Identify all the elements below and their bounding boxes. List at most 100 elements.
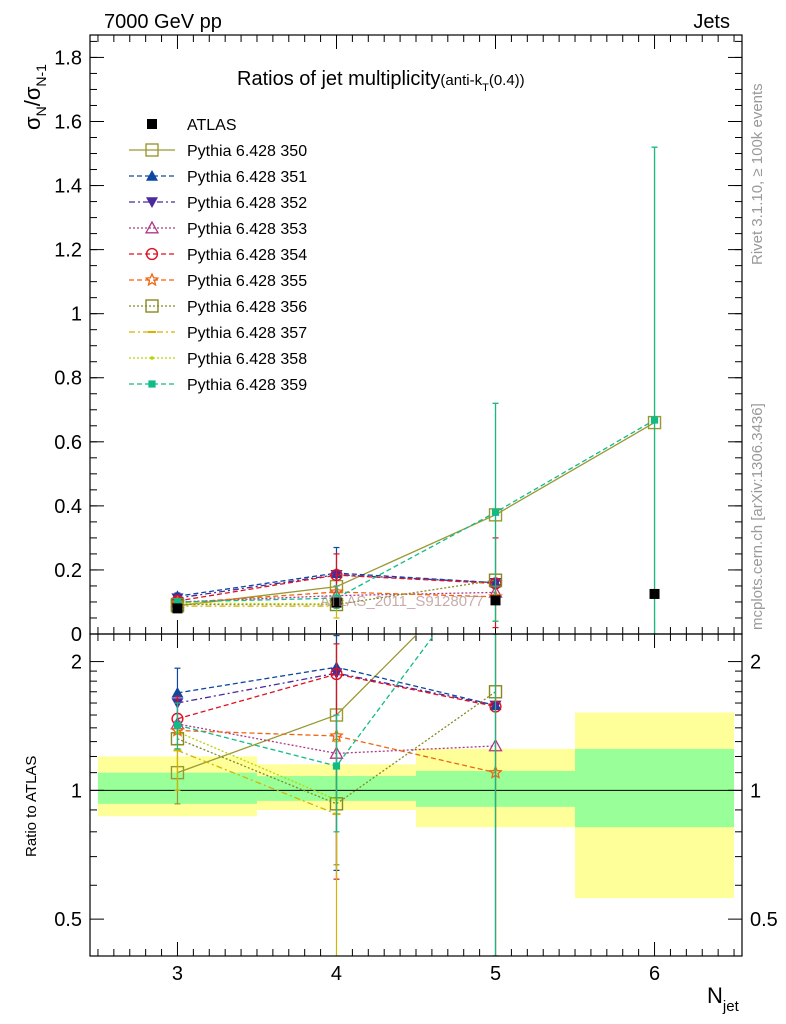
- main-series-line: [177, 602, 337, 605]
- ratio-series-line: [177, 749, 337, 815]
- legend-label: ATLAS: [187, 117, 237, 134]
- ratio-series-9: [173, 634, 499, 956]
- main-y-tick-label: 0.8: [54, 368, 82, 390]
- main-data-point: [650, 416, 659, 424]
- legend-marker: [144, 220, 160, 234]
- legend-marker: [145, 299, 159, 313]
- legend-marker: [145, 143, 159, 157]
- legend-item: Pythia 6.428 351: [129, 169, 307, 186]
- ratio-series-line: [177, 672, 496, 707]
- main-y-tick-label: 1.8: [54, 47, 82, 69]
- mcplots-label: mcplots.cern.ch [arXiv:1306.3436]: [749, 403, 766, 630]
- legend-label: Pythia 6.428 358: [187, 351, 307, 368]
- legend-marker: [145, 247, 159, 261]
- main-series-line: [177, 574, 496, 602]
- ratio-y-tick-label-right: 0.5: [750, 909, 778, 931]
- main-y-tick-label: 1.4: [54, 176, 82, 198]
- atlas-data-point: [649, 588, 660, 599]
- legend-label: Pythia 6.428 357: [187, 325, 307, 342]
- x-tick-label: 5: [490, 963, 501, 985]
- ratio-y-tick-label-right: 1: [750, 780, 761, 802]
- ratio-error-bar: [333, 714, 340, 833]
- legend-item: Pythia 6.428 355: [129, 272, 307, 290]
- ylabel-sigma: σ: [20, 116, 45, 130]
- chart-title-end: (0.4)): [489, 72, 525, 89]
- legend-marker: [147, 119, 157, 129]
- legend-marker: [146, 170, 158, 181]
- atlas-series: [172, 588, 660, 614]
- legend-label: Pythia 6.428 350: [187, 143, 307, 160]
- main-data-point: [491, 508, 500, 516]
- legend: ATLAS Pythia 6.428 350 Pythia 6.428 351 Pyt…: [129, 117, 307, 394]
- ratio-series-line: [177, 731, 337, 801]
- legend-item: Pythia 6.428 352: [129, 195, 307, 212]
- analysis-watermark: ATLAS_2011_S9128077: [320, 593, 484, 610]
- ratio-series-line: [177, 691, 496, 805]
- ratio-y-tick-label-right: 2: [750, 652, 761, 674]
- ratio-y-tick-label: 0.5: [54, 909, 82, 931]
- header-right-label: Jets: [693, 11, 730, 33]
- legend-marker: [150, 356, 154, 360]
- legend-label: Pythia 6.428 355: [187, 273, 307, 290]
- main-series-line: [177, 591, 496, 603]
- main-error-bar: [651, 146, 658, 634]
- main-y-tick-label: 1.6: [54, 111, 82, 133]
- ratio-series-line: [177, 729, 496, 774]
- ratio-error-bar: [492, 634, 499, 956]
- main-y-tick-label: 1.2: [54, 240, 82, 262]
- main-series-line: [177, 419, 655, 603]
- rivet-version-label: Rivet 3.1.10, ≥ 100k events: [749, 83, 766, 265]
- ratio-data-point: [171, 686, 184, 698]
- chart-title-main: Ratios of jet multiplicity: [237, 68, 440, 90]
- legend-label: Pythia 6.428 354: [187, 247, 307, 264]
- axis-labels: 0 0.2 0.4 0.6 0.8 1 1.2 1.4 1.6 1.8 0.5 0.5 1 1 2 2 3 4 5 6: [54, 47, 778, 985]
- ylabel-sub-n1: N-1: [33, 64, 49, 87]
- legend-label: Pythia 6.428 359: [187, 377, 307, 394]
- uncertainty-bands: [90, 712, 742, 899]
- legend-label: Pythia 6.428 352: [187, 195, 307, 212]
- ratio-y-tick-label: 1: [71, 780, 82, 802]
- main-series-line: [177, 579, 496, 606]
- atlas-data-point: [172, 603, 183, 614]
- inner-band-bin: [575, 748, 735, 828]
- xlabel-n: N: [707, 983, 723, 1008]
- main-series-line: [177, 422, 655, 607]
- ratio-data-point: [332, 762, 341, 770]
- legend-item: Pythia 6.428 357: [129, 325, 307, 342]
- xlabel-sub-jet: jet: [722, 998, 740, 1015]
- main-data-point: [173, 598, 182, 606]
- main-y-tick-label: 0: [71, 624, 82, 646]
- legend-item: Pythia 6.428 356: [129, 299, 307, 316]
- legend-item: Pythia 6.428 358: [129, 351, 307, 368]
- chart-title-suffix: (anti-k: [440, 72, 482, 89]
- ylabel-slash-sigma: /σ: [20, 86, 45, 106]
- legend-label: Pythia 6.428 356: [187, 299, 307, 316]
- legend-label: Pythia 6.428 351: [187, 169, 307, 186]
- chart-title: Ratios of jet multiplicity(anti-kT(0.4)): [237, 68, 525, 94]
- main-y-tick-label: 0.6: [54, 432, 82, 454]
- legend-label: Pythia 6.428 353: [187, 221, 307, 238]
- main-y-tick-label: 0.4: [54, 496, 82, 518]
- ratio-data-point: [173, 721, 182, 729]
- legend-marker: [144, 272, 160, 287]
- ylabel-sub-n: N: [33, 106, 49, 116]
- legend-item: Pythia 6.428 354: [129, 247, 307, 264]
- legend-item: Pythia 6.428 353: [129, 220, 307, 238]
- data-series: [170, 146, 662, 956]
- x-tick-label: 6: [649, 963, 660, 985]
- header-left-label: 7000 GeV pp: [104, 11, 222, 33]
- main-y-tick-label: 1: [71, 304, 82, 326]
- x-tick-label: 4: [331, 963, 342, 985]
- ratio-series-line: [177, 673, 496, 720]
- legend-marker: [148, 380, 156, 388]
- legend-item: Pythia 6.428 359: [129, 377, 307, 394]
- x-tick-label: 3: [172, 963, 183, 985]
- atlas-data-point: [331, 597, 342, 608]
- legend-item: Pythia 6.428 350: [129, 143, 307, 160]
- main-series-line: [177, 591, 496, 604]
- y-axis-label-main: σN/σN-1: [20, 64, 49, 130]
- chart-title-sub: T: [482, 82, 489, 94]
- ratio-y-tick-label: 2: [71, 652, 82, 674]
- ratio-data-point: [330, 667, 343, 681]
